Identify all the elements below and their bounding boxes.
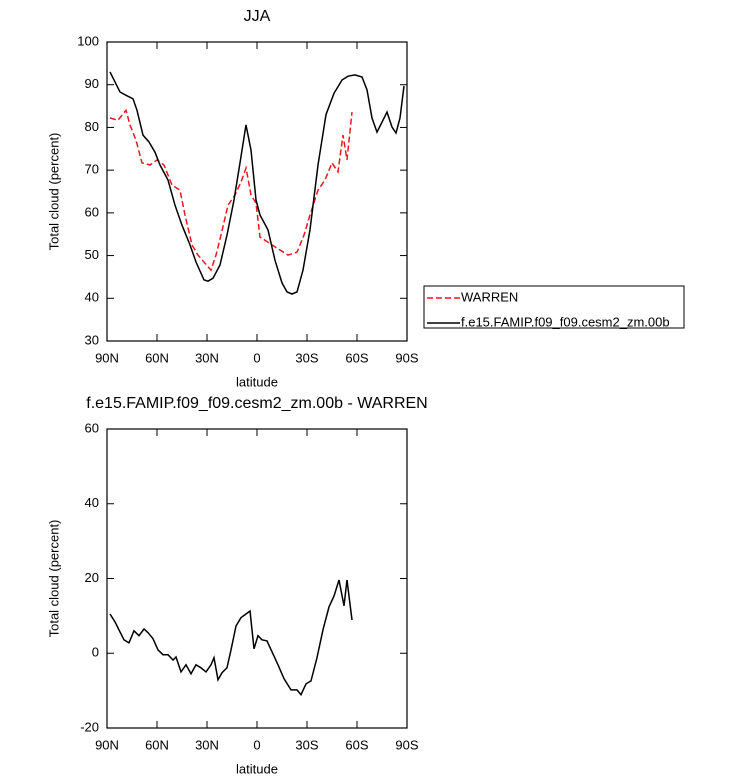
y-tick-label: 90 bbox=[85, 76, 99, 91]
plot-frame bbox=[106, 41, 408, 342]
data-line bbox=[109, 579, 353, 697]
legend-box bbox=[423, 285, 685, 329]
x-tick-label: 0 bbox=[253, 350, 260, 365]
legend-label: WARREN bbox=[461, 289, 518, 304]
chart-title: f.e15.FAMIP.f09_f09.cesm2_zm.00b - WARRE… bbox=[86, 395, 427, 412]
y-axis-label: Total cloud (percent) bbox=[46, 520, 61, 638]
y-tick-label: 100 bbox=[77, 33, 99, 48]
x-tick-label: 60N bbox=[145, 350, 169, 365]
x-tick-label: 30S bbox=[295, 350, 318, 365]
y-tick-label: -20 bbox=[80, 719, 99, 734]
y-tick-label: 0 bbox=[92, 645, 99, 660]
x-tick-label: 90S bbox=[395, 350, 418, 365]
y-tick-label: 40 bbox=[85, 495, 99, 510]
y-tick-label: 60 bbox=[85, 420, 99, 435]
x-axis-label: latitude bbox=[236, 374, 278, 389]
data-line bbox=[109, 108, 353, 272]
x-tick-label: 30N bbox=[195, 737, 219, 752]
data-line bbox=[109, 71, 405, 295]
y-tick-label: 30 bbox=[85, 332, 99, 347]
x-tick-label: 30S bbox=[295, 737, 318, 752]
x-tick-label: 90N bbox=[95, 737, 119, 752]
x-tick-label: 60S bbox=[345, 350, 368, 365]
y-tick-label: 60 bbox=[85, 204, 99, 219]
x-tick-label: 90N bbox=[95, 350, 119, 365]
y-tick-label: 70 bbox=[85, 162, 99, 177]
x-tick-label: 60N bbox=[145, 737, 169, 752]
chart-title: JJA bbox=[244, 8, 271, 25]
plot-frame bbox=[106, 428, 408, 729]
x-tick-label: 60S bbox=[345, 737, 368, 752]
x-tick-label: 30N bbox=[195, 350, 219, 365]
legend-label: f.e15.FAMIP.f09_f09.cesm2_zm.00b bbox=[461, 314, 670, 329]
y-tick-label: 20 bbox=[85, 570, 99, 585]
x-tick-label: 0 bbox=[253, 737, 260, 752]
x-tick-label: 90S bbox=[395, 737, 418, 752]
x-axis-label: latitude bbox=[236, 761, 278, 776]
y-tick-label: 40 bbox=[85, 290, 99, 305]
y-axis-label: Total cloud (percent) bbox=[46, 133, 61, 251]
y-tick-label: 80 bbox=[85, 119, 99, 134]
y-tick-label: 50 bbox=[85, 247, 99, 262]
